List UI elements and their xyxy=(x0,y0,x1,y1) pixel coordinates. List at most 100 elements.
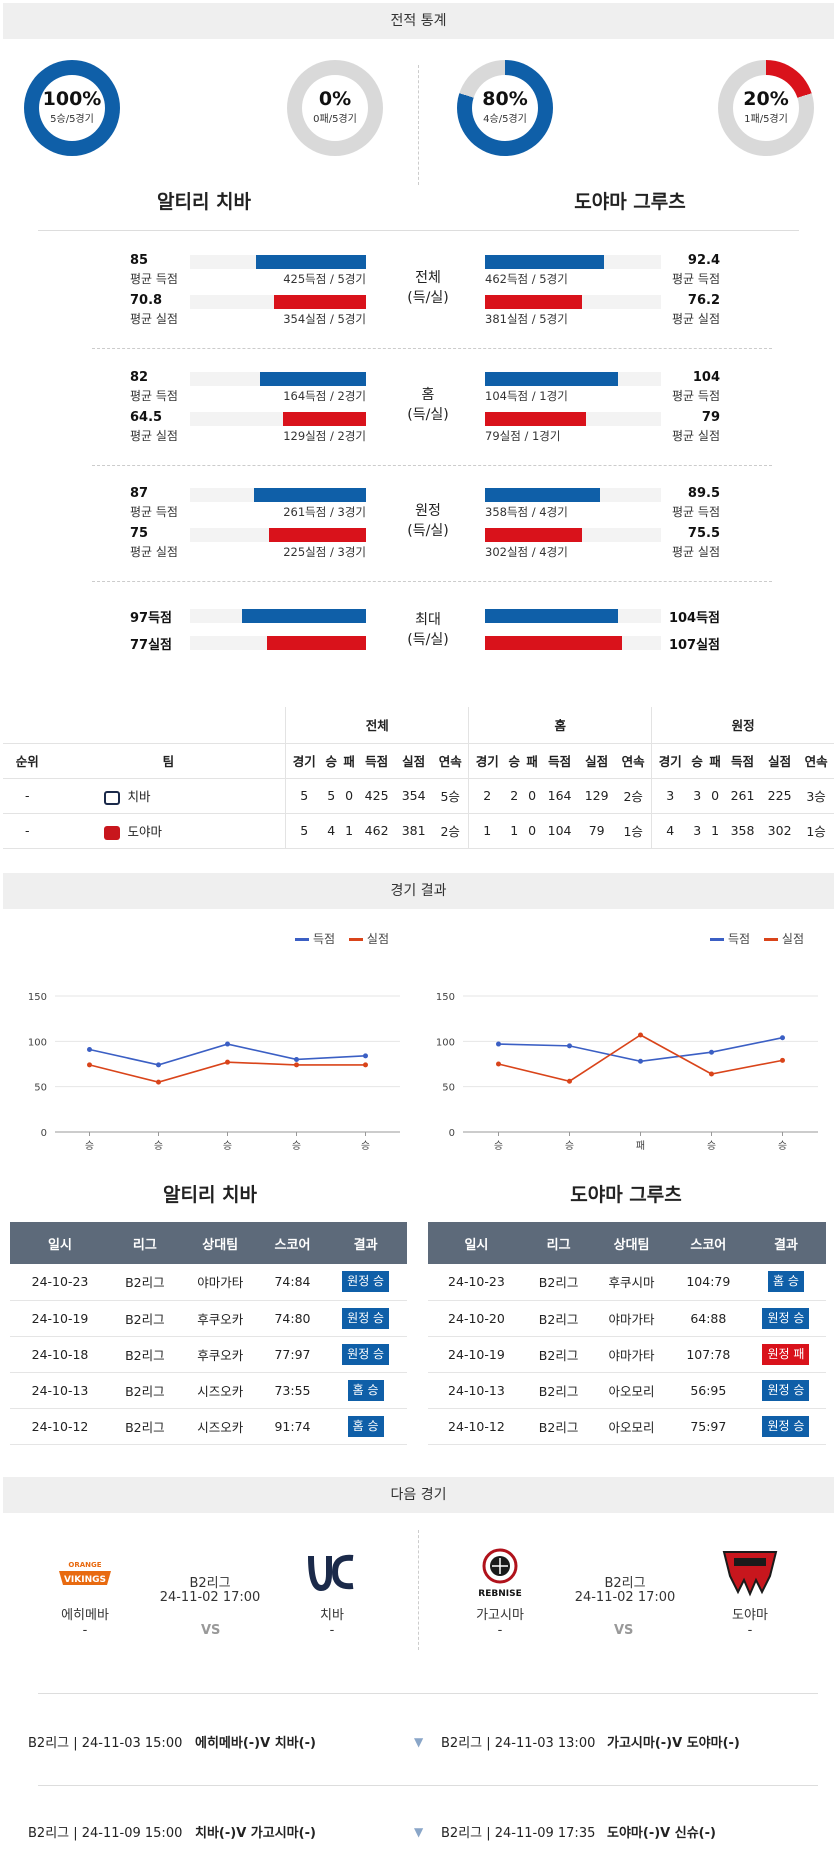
svg-text:ORANGE: ORANGE xyxy=(68,1561,101,1569)
stat-label: 평균 득점 xyxy=(672,272,720,286)
stat-cell: - xyxy=(3,813,52,849)
max-value: 104득점 xyxy=(668,611,720,626)
stat-value: 75.5 xyxy=(687,526,720,541)
conceded-point[interactable] xyxy=(638,1032,643,1038)
scored-point[interactable] xyxy=(363,1053,368,1059)
upcoming-match[interactable]: 도야마(-)V 신슈(-) xyxy=(607,1826,716,1841)
result-cell: 원정 패 xyxy=(745,1336,826,1373)
conceded-point[interactable] xyxy=(780,1057,785,1063)
league-cell: B2리그 xyxy=(110,1336,180,1373)
conceded-point[interactable] xyxy=(156,1079,161,1085)
max-value: 77실점 xyxy=(130,638,173,653)
conceded-bar xyxy=(485,295,582,309)
stat-value: 92.4 xyxy=(687,253,720,268)
date-cell: 24-10-19 xyxy=(10,1300,110,1337)
stat-cell: 1승 xyxy=(615,813,652,849)
scored-point[interactable] xyxy=(87,1046,92,1052)
upcoming-match[interactable]: 치바(-)V 가고시마(-) xyxy=(195,1826,316,1841)
opp-cell[interactable]: 야마가타 xyxy=(592,1336,671,1373)
section-header-results: 경기 결과 xyxy=(3,873,834,909)
next-away-team[interactable]: 도야마 xyxy=(732,1608,768,1623)
max-value: 97득점 xyxy=(130,611,173,626)
legend-conceded: 실점 xyxy=(781,932,805,946)
date-cell: 24-10-12 xyxy=(10,1408,110,1445)
stat-cell: 5 xyxy=(322,778,341,814)
compare-label: (득/실) xyxy=(407,290,449,306)
scored-point[interactable] xyxy=(567,1043,572,1049)
opp-cell[interactable]: 후쿠오카 xyxy=(179,1336,261,1373)
team-cell[interactable]: 치바 xyxy=(51,778,286,814)
stat-cell: 225 xyxy=(761,778,799,814)
scored-point[interactable] xyxy=(156,1062,161,1068)
opp-cell[interactable]: 후쿠시마 xyxy=(592,1264,671,1301)
stat-cell: 2 xyxy=(468,778,506,814)
upcoming-info: B2리그 | 24-11-03 15:00 xyxy=(28,1736,183,1751)
conceded-point[interactable] xyxy=(225,1059,230,1065)
score-cell: 75:97 xyxy=(670,1408,746,1445)
bar-caption: 261득점 / 3경기 xyxy=(283,505,366,519)
next-away-team[interactable]: 치바 xyxy=(320,1608,344,1623)
opp-cell[interactable]: 아오모리 xyxy=(592,1372,671,1409)
date-cell: 24-10-13 xyxy=(10,1372,110,1409)
column-header: 승 xyxy=(688,743,707,779)
column-header: 득점 xyxy=(724,743,762,779)
conceded-point[interactable] xyxy=(496,1061,501,1067)
chevron-down-icon[interactable]: ▼ xyxy=(414,1825,424,1839)
x-tick-label: 패 xyxy=(636,1140,645,1152)
scored-point[interactable] xyxy=(709,1049,714,1055)
stat-cell: 0 xyxy=(523,813,542,849)
scored-bar xyxy=(242,609,366,623)
upcoming-match[interactable]: 가고시마(-)V 도야마(-) xyxy=(607,1736,740,1751)
scored-point[interactable] xyxy=(294,1056,299,1062)
opp-cell[interactable]: 시즈오카 xyxy=(179,1372,261,1409)
results-team-left: 알티리 치바 xyxy=(162,1184,257,1206)
x-tick-label: 승 xyxy=(223,1140,232,1152)
compare-label: 최대 xyxy=(415,612,441,628)
scored-point[interactable] xyxy=(638,1058,643,1064)
score-cell: 74:84 xyxy=(260,1264,325,1301)
group-total: 전체 xyxy=(285,707,469,744)
opp-cell[interactable]: 후쿠오카 xyxy=(179,1300,261,1337)
stat-cell: 425 xyxy=(358,778,396,814)
result-cell: 원정 승 xyxy=(324,1336,407,1373)
next-away-record: - xyxy=(329,1623,335,1638)
conceded-point[interactable] xyxy=(87,1062,92,1068)
next-home-team[interactable]: 에히메바 xyxy=(61,1608,109,1623)
results-row: 24-10-12 B2리그 시즈오카 91:74 홈 승 xyxy=(10,1408,407,1445)
team-cell[interactable]: 도야마 xyxy=(51,813,286,849)
opp-cell[interactable]: 아오모리 xyxy=(592,1408,671,1445)
stat-cell: 3승 xyxy=(798,778,834,814)
conceded-point[interactable] xyxy=(567,1078,572,1084)
result-badge: 원정 승 xyxy=(342,1307,390,1329)
stat-value: 89.5 xyxy=(687,486,720,501)
conceded-line xyxy=(498,1034,783,1083)
toyama-logo-icon xyxy=(103,825,120,840)
scored-point[interactable] xyxy=(496,1041,501,1047)
stat-value: 85 xyxy=(130,253,149,268)
group-home: 홈 xyxy=(468,707,652,744)
opp-cell[interactable]: 야마가타 xyxy=(592,1300,671,1337)
opp-cell[interactable]: 시즈오카 xyxy=(179,1408,261,1445)
team-logo-toyama xyxy=(720,1546,780,1598)
stat-label: 평균 득점 xyxy=(130,389,178,403)
chevron-down-icon[interactable]: ▼ xyxy=(414,1735,424,1749)
scored-point[interactable] xyxy=(780,1035,785,1041)
column-header: 리그 xyxy=(524,1222,593,1264)
team-name-right: 도야마 그루츠 xyxy=(574,191,686,213)
y-tick-label: 0 xyxy=(41,1128,47,1139)
scored-point[interactable] xyxy=(225,1041,230,1047)
next-home-team[interactable]: 가고시마 xyxy=(476,1608,524,1623)
vs-label: VS xyxy=(201,1623,221,1638)
conceded-line xyxy=(89,1061,366,1083)
conceded-point[interactable] xyxy=(363,1062,368,1068)
result-badge: 원정 승 xyxy=(762,1307,810,1329)
standings-column-header: 순위 팀 경기 승 패 득점 실점 연속 경기 승 패 득점 실점 연속 경기 승 패 득점 실점 연속 xyxy=(3,743,834,779)
stat-cell: 1 xyxy=(706,813,725,849)
conceded-point[interactable] xyxy=(709,1071,714,1077)
opp-cell[interactable]: 야마가타 xyxy=(179,1264,261,1301)
column-header: 팀 xyxy=(51,743,286,779)
stat-cell: 261 xyxy=(724,778,762,814)
conceded-point[interactable] xyxy=(294,1062,299,1068)
upcoming-match[interactable]: 에히메바(-)V 치바(-) xyxy=(195,1736,316,1751)
stat-label: 평균 실점 xyxy=(130,312,178,326)
